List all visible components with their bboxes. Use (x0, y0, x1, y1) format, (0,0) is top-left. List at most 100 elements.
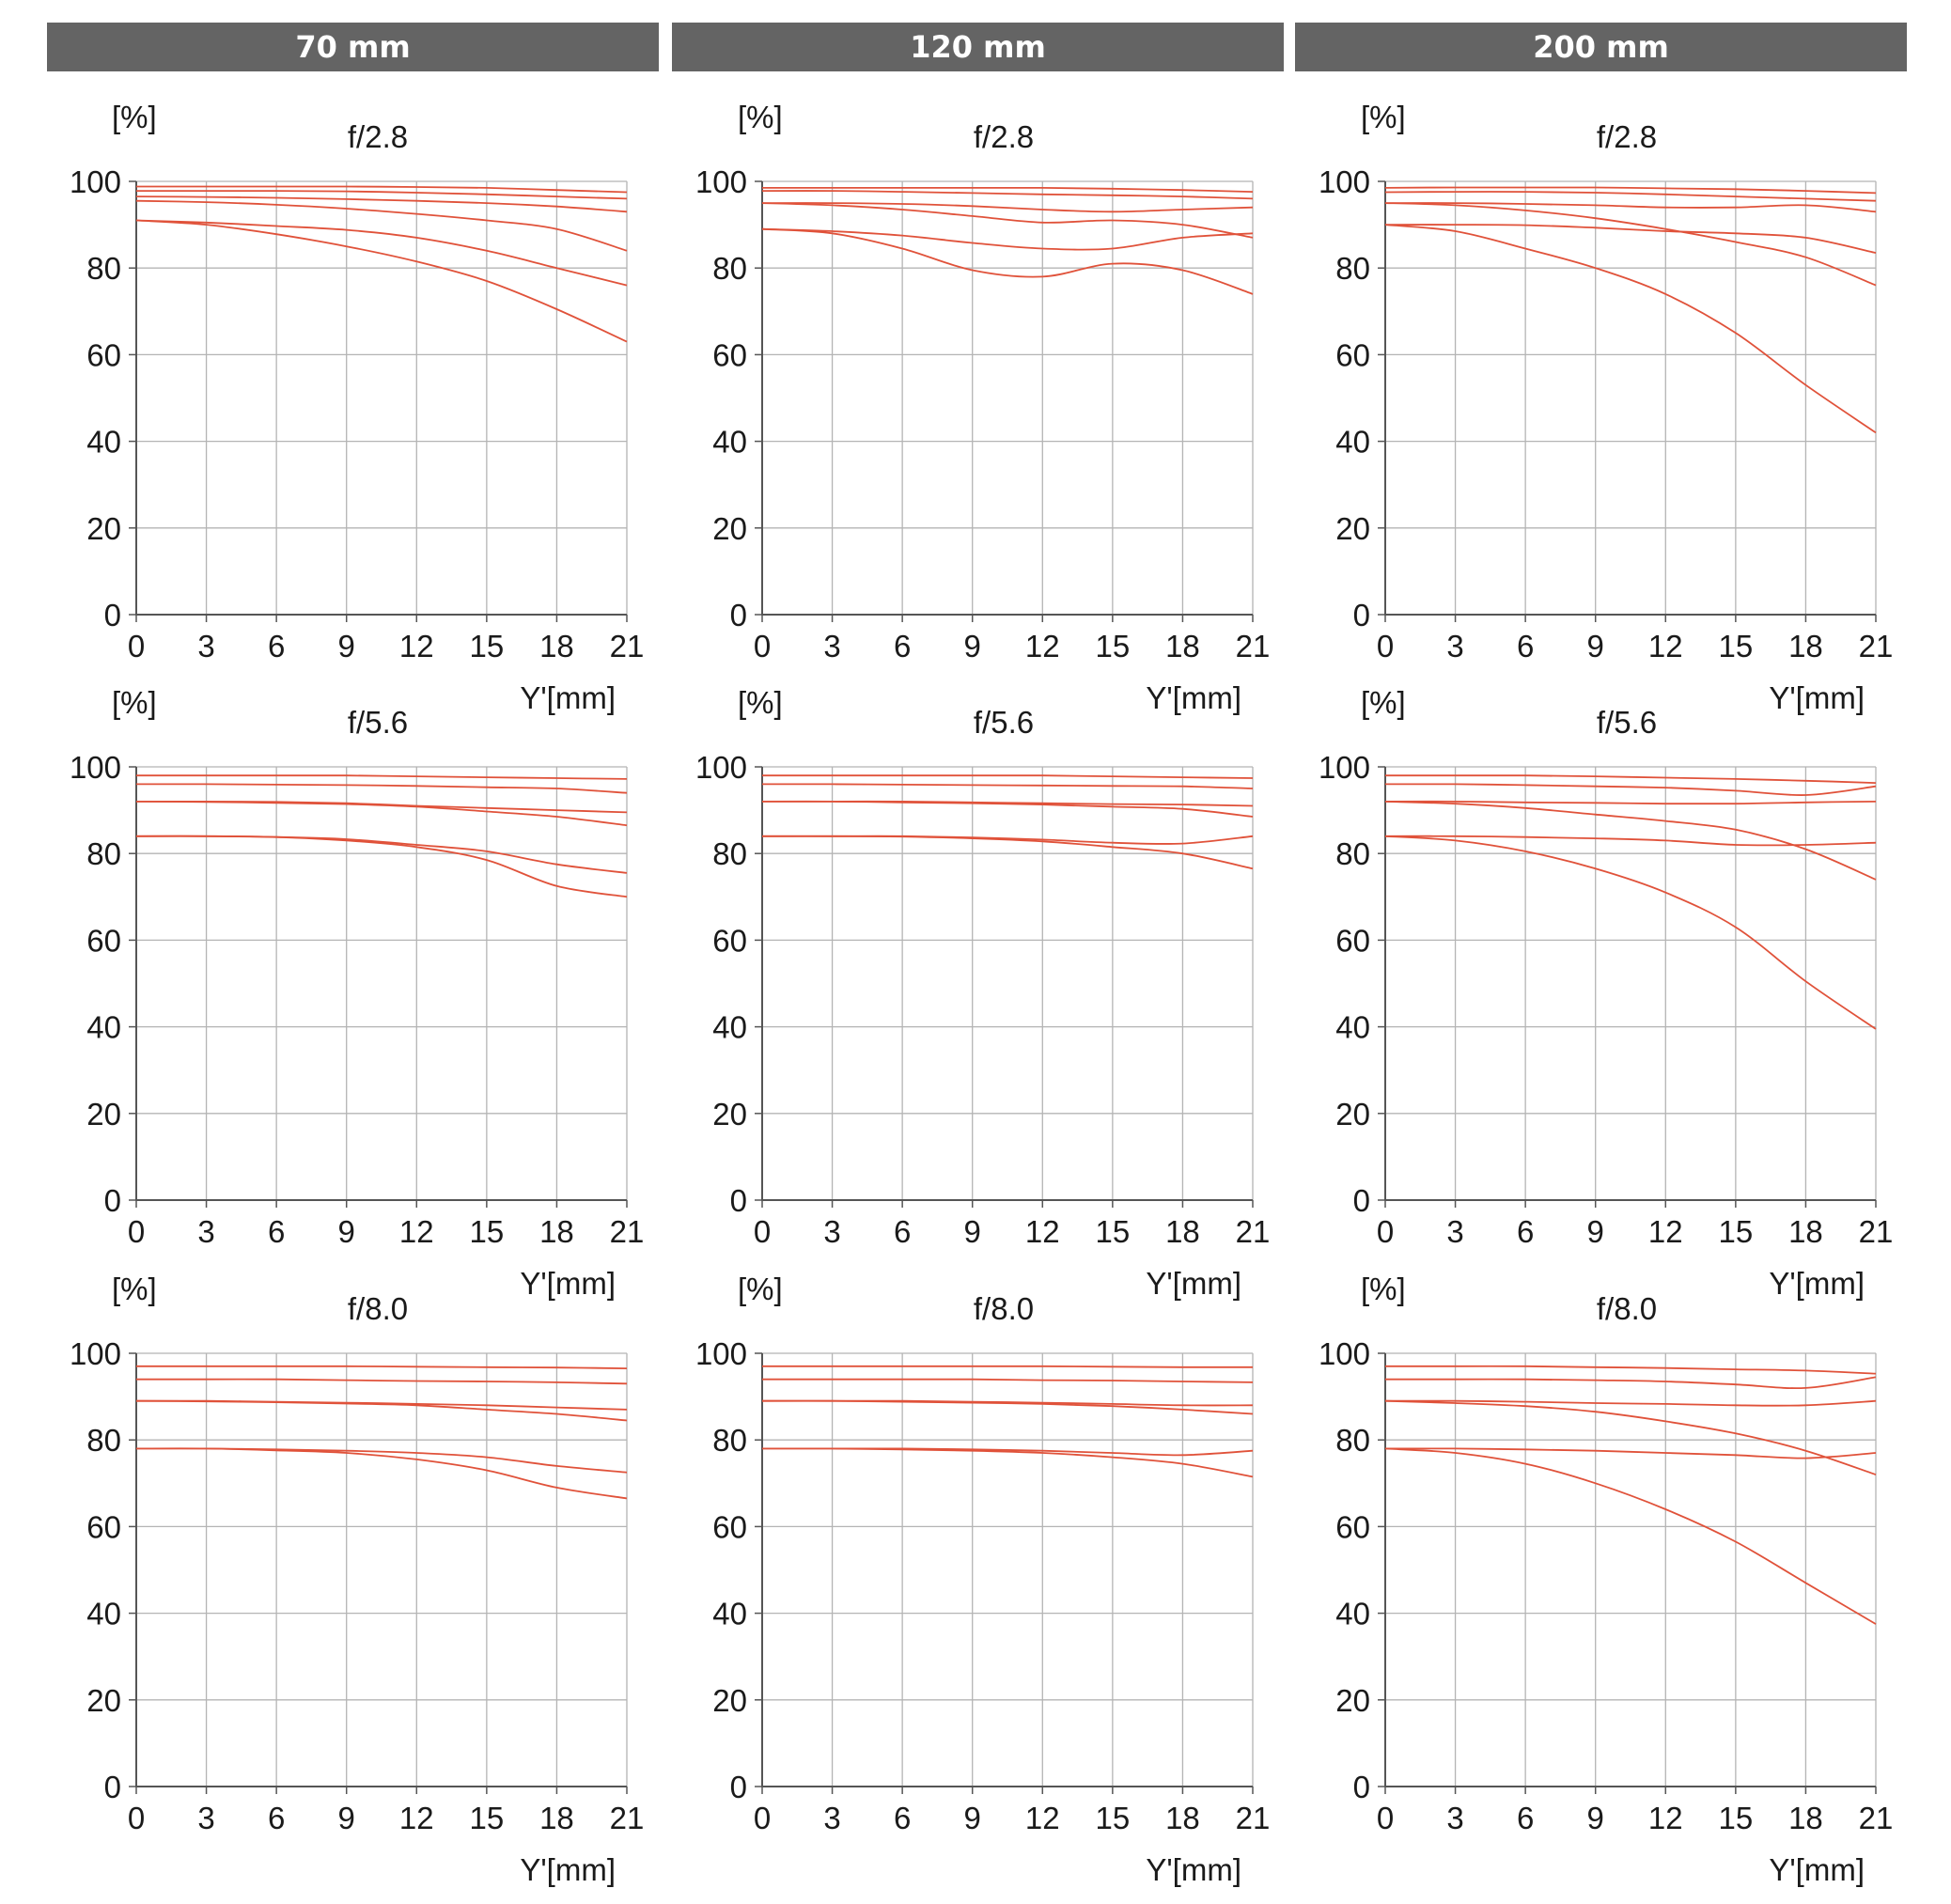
chart-6-mtf-curve-2 (1384, 783, 1877, 796)
chart-8-aperture-title: f/8.0 (974, 1291, 1034, 1326)
chart-9-mtf-curve-2 (1385, 1376, 1877, 1390)
chart-8-mtf-curve-4 (761, 1399, 1254, 1415)
chart-4-x-tick-label: 18 (539, 1214, 574, 1249)
chart-2-y-tick-label: 20 (712, 511, 747, 546)
chart-1-y-tick-label: 80 (86, 251, 121, 286)
chart-6-y-tick-label: 40 (1335, 1010, 1370, 1045)
chart-6-x-tick-label: 18 (1788, 1214, 1823, 1249)
chart-8-mtf-curve-6 (761, 1447, 1254, 1478)
chart-3-x-tick-label: 0 (1377, 629, 1394, 663)
chart-6-y-unit-label: [%] (1361, 685, 1406, 720)
chart-5-mtf-curve-1 (762, 774, 1254, 779)
chart-2-x-tick-label: 6 (894, 629, 911, 663)
chart-4-x-tick-label: 15 (469, 1214, 504, 1249)
chart-6-y-tick-label: 0 (1353, 1183, 1370, 1218)
chart-5-x-tick-label: 0 (754, 1214, 771, 1249)
chart-3-mtf-curve-1 (1384, 186, 1877, 195)
chart-6-x-tick-label: 15 (1718, 1214, 1753, 1249)
chart-3-x-tick-label: 18 (1788, 629, 1823, 663)
chart-3-x-tick-label: 15 (1718, 629, 1753, 663)
chart-7-y-tick-label: 80 (86, 1423, 121, 1458)
chart-7-y-tick-label: 60 (86, 1509, 121, 1544)
chart-9-x-tick-label: 18 (1788, 1801, 1823, 1835)
chart-4-y-tick-label: 100 (70, 750, 121, 785)
chart-5-x-tick-label: 3 (823, 1214, 840, 1249)
chart-6-mtf-curve-1 (1385, 774, 1877, 784)
chart-8-y-tick-label: 40 (712, 1597, 747, 1631)
chart-9-x-tick-label: 9 (1587, 1801, 1604, 1835)
chart-4-y-tick-label: 40 (86, 1010, 121, 1045)
chart-7-y-tick-label: 100 (70, 1336, 121, 1371)
chart-1-mtf-curve-1 (136, 185, 628, 194)
chart-5-y-tick-label: 80 (712, 836, 747, 871)
chart-3-x-unit-label: Y'[mm] (1769, 680, 1865, 715)
chart-5-mtf-curve-6 (761, 835, 1254, 870)
chart-9-y-unit-label: [%] (1361, 1272, 1406, 1306)
chart-3-x-tick-label: 3 (1446, 629, 1463, 663)
chart-2-x-tick-label: 15 (1095, 629, 1130, 663)
chart-5-y-tick-label: 40 (712, 1010, 747, 1045)
chart-9-y-tick-label: 100 (1319, 1336, 1370, 1371)
chart-3-mtf-curve-6 (1384, 224, 1877, 434)
chart-6-aperture-title: f/5.6 (1597, 705, 1657, 740)
chart-1-y-tick-label: 40 (86, 425, 121, 460)
chart-5-y-tick-label: 0 (730, 1183, 747, 1218)
chart-2-mtf-curve-1 (762, 186, 1254, 193)
chart-4-mtf-curve-4 (135, 801, 628, 827)
chart-2-mtf-curve-5 (761, 227, 1254, 251)
chart-6-y-tick-label: 60 (1335, 923, 1370, 958)
chart-7-mtf-curve-6 (135, 1447, 628, 1500)
chart-6-x-tick-label: 12 (1648, 1214, 1683, 1249)
chart-2-y-tick-label: 0 (730, 598, 747, 632)
chart-8-x-tick-label: 6 (894, 1801, 911, 1835)
chart-1-x-tick-label: 15 (469, 629, 504, 663)
chart-5-mtf-curve-4 (761, 800, 1254, 818)
chart-3-mtf-curve-2 (1384, 191, 1877, 202)
chart-7-aperture-title: f/8.0 (348, 1291, 408, 1326)
chart-9-y-tick-label: 20 (1335, 1683, 1370, 1718)
chart-3-y-tick-label: 40 (1335, 425, 1370, 460)
chart-7-x-tick-label: 6 (268, 1801, 285, 1835)
chart-2-x-tick-label: 21 (1236, 629, 1271, 663)
chart-4-y-unit-label: [%] (112, 685, 157, 720)
chart-8-x-tick-label: 3 (823, 1801, 840, 1835)
chart-1-x-tick-label: 6 (268, 629, 285, 663)
chart-7-y-tick-label: 0 (104, 1770, 121, 1804)
chart-9-y-tick-label: 0 (1353, 1770, 1370, 1804)
chart-4-mtf-curve-6 (135, 835, 628, 898)
chart-2-x-tick-label: 18 (1165, 629, 1200, 663)
chart-1-x-tick-label: 0 (128, 629, 145, 663)
chart-9-x-tick-label: 6 (1517, 1801, 1534, 1835)
chart-8-x-tick-label: 21 (1236, 1801, 1271, 1835)
chart-2-aperture-title: f/2.8 (974, 119, 1034, 154)
chart-9-aperture-title: f/8.0 (1597, 1291, 1657, 1326)
chart-1-x-tick-label: 3 (197, 629, 214, 663)
chart-1-aperture-title: f/2.8 (348, 119, 408, 154)
chart-2-y-tick-label: 100 (695, 164, 747, 199)
chart-4-x-tick-label: 12 (399, 1214, 434, 1249)
chart-4-y-tick-label: 20 (86, 1097, 121, 1131)
chart-7-mtf-curve-5 (135, 1447, 628, 1474)
chart-2-mtf-curve-3 (761, 202, 1254, 213)
chart-9-mtf-curve-4 (1384, 1399, 1877, 1475)
chart-7-y-tick-label: 20 (86, 1683, 121, 1718)
chart-9-y-tick-label: 40 (1335, 1597, 1370, 1631)
chart-9-mtf-curve-5 (1384, 1447, 1877, 1459)
chart-9-x-tick-label: 3 (1446, 1801, 1463, 1835)
chart-3-y-tick-label: 20 (1335, 511, 1370, 546)
chart-3-mtf-curve-3 (1384, 202, 1877, 213)
chart-8-y-tick-label: 80 (712, 1423, 747, 1458)
chart-9-x-tick-label: 12 (1648, 1801, 1683, 1835)
chart-8-x-unit-label: Y'[mm] (1146, 1852, 1241, 1887)
chart-6-mtf-curve-4 (1384, 801, 1877, 881)
chart-1-x-tick-label: 12 (399, 629, 434, 663)
chart-2-x-tick-label: 0 (754, 629, 771, 663)
chart-3-y-tick-label: 100 (1319, 164, 1370, 199)
chart-2-y-unit-label: [%] (738, 100, 783, 134)
chart-4-mtf-curve-2 (136, 783, 628, 794)
chart-7-x-unit-label: Y'[mm] (520, 1852, 616, 1887)
chart-4-mtf-curve-3 (135, 800, 628, 814)
chart-3-y-tick-label: 80 (1335, 251, 1370, 286)
chart-1-y-tick-label: 60 (86, 337, 121, 372)
